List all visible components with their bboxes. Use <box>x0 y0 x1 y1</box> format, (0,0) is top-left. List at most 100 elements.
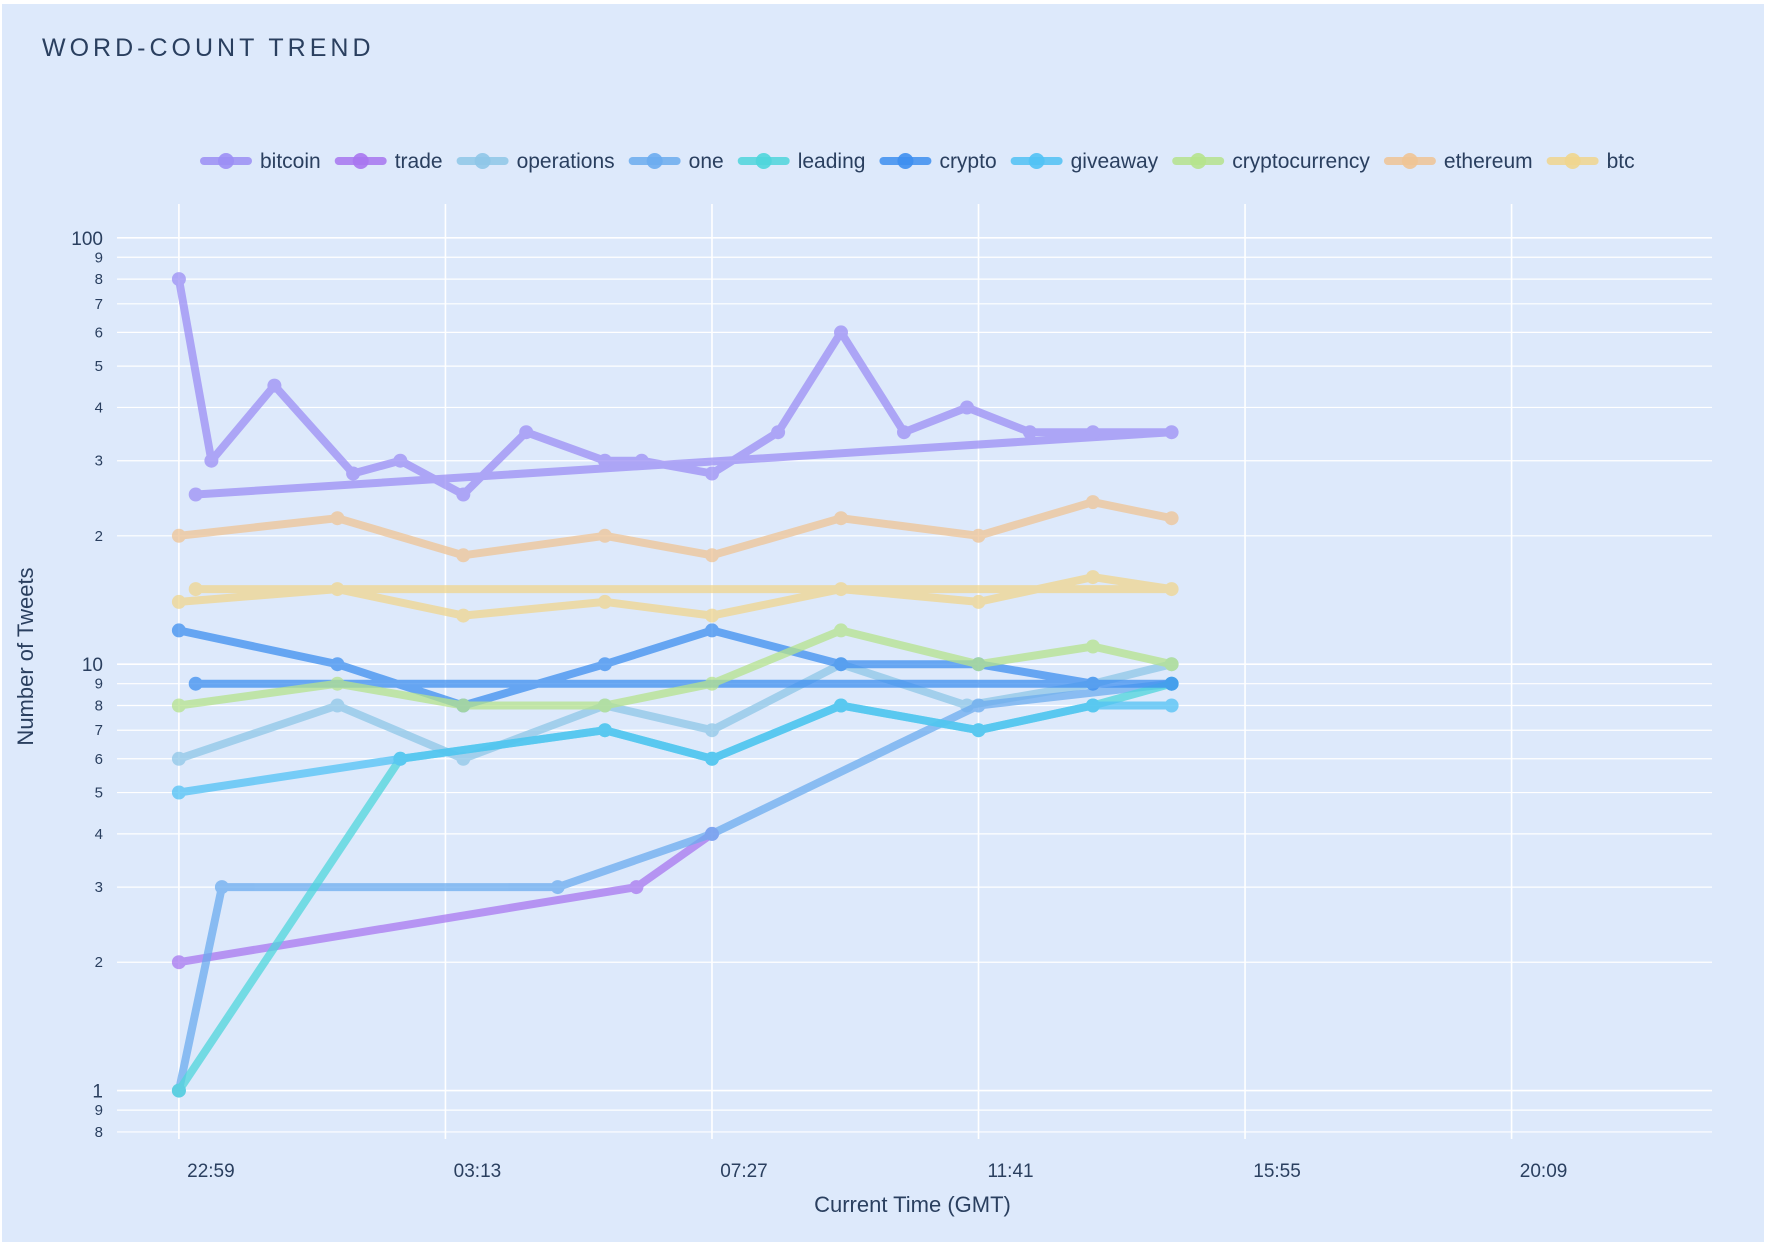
data-point-bitcoin[interactable] <box>834 325 848 340</box>
legend-item-bitcoin[interactable]: bitcoin <box>200 150 321 173</box>
legend[interactable]: bitcoin trade operations one leading crypto gi… <box>200 150 1635 173</box>
data-point-bitcoin[interactable] <box>393 453 408 468</box>
data-point-bitcoin[interactable] <box>1085 425 1100 440</box>
data-point-crypto[interactable] <box>1164 676 1179 691</box>
data-point-ethereum[interactable] <box>834 511 848 526</box>
data-point-giveaway[interactable] <box>971 723 986 738</box>
data-point-bitcoin[interactable] <box>204 453 219 468</box>
data-point-cryptocurrency[interactable] <box>834 623 848 638</box>
data-point-bitcoin[interactable] <box>597 453 612 468</box>
data-point-cryptocurrency[interactable] <box>1085 639 1100 654</box>
data-point-crypto[interactable] <box>834 657 848 672</box>
data-point-cryptocurrency[interactable] <box>171 698 186 713</box>
data-point-btc[interactable] <box>456 608 471 623</box>
data-point-trade[interactable] <box>171 955 186 970</box>
legend-item-ethereum[interactable]: ethereum <box>1383 150 1533 173</box>
data-point-btc[interactable] <box>188 582 203 597</box>
legend-item-operations[interactable]: operations <box>456 150 615 173</box>
data-point-giveaway[interactable] <box>171 785 186 800</box>
data-point-trade[interactable] <box>629 880 644 895</box>
data-point-cryptocurrency[interactable] <box>1164 657 1179 672</box>
x-axis-title: Current Time (GMT) <box>814 1192 1011 1217</box>
data-point-bitcoin[interactable] <box>634 453 649 468</box>
series-line-operations[interactable] <box>174 660 1176 763</box>
series-line-bitcoin[interactable] <box>174 275 1176 499</box>
y-tick-label-minor: 7 <box>95 296 103 313</box>
legend-item-crypto[interactable]: crypto <box>879 150 997 173</box>
data-point-btc[interactable] <box>171 594 186 609</box>
data-point-giveaway[interactable] <box>834 698 848 713</box>
data-point-btc[interactable] <box>834 582 848 597</box>
data-point-bitcoin[interactable] <box>188 487 203 502</box>
data-point-giveaway[interactable] <box>1085 698 1100 713</box>
data-point-cryptocurrency[interactable] <box>705 676 719 691</box>
data-point-bitcoin[interactable] <box>456 487 471 502</box>
data-point-bitcoin[interactable] <box>1022 425 1037 440</box>
series-crypto[interactable] <box>171 623 1179 713</box>
data-point-btc[interactable] <box>705 608 719 623</box>
data-point-leading[interactable] <box>171 1083 186 1098</box>
data-point-crypto[interactable] <box>330 657 345 672</box>
data-point-giveaway[interactable] <box>705 751 719 766</box>
series-line-one[interactable] <box>174 679 1176 1095</box>
series-ethereum[interactable] <box>171 495 1179 563</box>
data-point-ethereum[interactable] <box>1164 511 1179 526</box>
legend-item-cryptocurrency[interactable]: cryptocurrency <box>1172 150 1370 173</box>
data-point-bitcoin[interactable] <box>171 272 186 287</box>
data-point-bitcoin[interactable] <box>897 425 911 440</box>
legend-item-leading[interactable]: leading <box>737 150 866 173</box>
data-point-cryptocurrency[interactable] <box>456 698 471 713</box>
data-point-operations[interactable] <box>171 751 186 766</box>
data-point-bitcoin[interactable] <box>705 466 719 481</box>
data-point-giveaway[interactable] <box>393 751 408 766</box>
data-point-btc[interactable] <box>1164 582 1179 597</box>
series-bitcoin[interactable] <box>171 272 1179 502</box>
data-point-operations[interactable] <box>705 723 719 738</box>
data-point-btc[interactable] <box>330 582 345 597</box>
legend-item-trade[interactable]: trade <box>334 150 443 173</box>
data-point-one[interactable] <box>705 826 719 841</box>
data-point-one[interactable] <box>971 698 986 713</box>
series-line-crypto[interactable] <box>174 626 1176 710</box>
data-point-crypto[interactable] <box>171 623 186 638</box>
data-point-btc[interactable] <box>597 594 612 609</box>
data-point-ethereum[interactable] <box>597 528 612 543</box>
data-point-ethereum[interactable] <box>1085 495 1100 510</box>
series-cryptocurrency[interactable] <box>171 623 1179 713</box>
legend-item-giveaway[interactable]: giveaway <box>1010 150 1159 173</box>
series-giveaway[interactable] <box>171 698 1179 800</box>
legend-item-one[interactable]: one <box>628 150 724 173</box>
data-point-bitcoin[interactable] <box>267 378 282 393</box>
data-point-bitcoin[interactable] <box>346 466 361 481</box>
series-line-btc[interactable] <box>174 573 1176 620</box>
data-point-operations[interactable] <box>330 698 345 713</box>
data-point-crypto[interactable] <box>597 657 612 672</box>
data-point-operations[interactable] <box>456 751 471 766</box>
data-point-bitcoin[interactable] <box>960 400 974 415</box>
data-point-ethereum[interactable] <box>705 548 719 563</box>
data-point-crypto[interactable] <box>705 623 719 638</box>
data-point-ethereum[interactable] <box>171 528 186 543</box>
data-point-crypto[interactable] <box>188 676 203 691</box>
data-point-giveaway[interactable] <box>1164 698 1179 713</box>
data-point-one[interactable] <box>550 880 565 895</box>
data-point-crypto[interactable] <box>1085 676 1100 691</box>
data-point-ethereum[interactable] <box>456 548 471 563</box>
series-line-giveaway[interactable] <box>174 701 1176 797</box>
data-point-cryptocurrency[interactable] <box>971 657 986 672</box>
data-point-btc[interactable] <box>1085 570 1100 585</box>
data-point-one[interactable] <box>214 880 229 895</box>
data-point-bitcoin[interactable] <box>519 425 534 440</box>
data-point-bitcoin[interactable] <box>1164 425 1179 440</box>
legend-item-btc[interactable]: btc <box>1546 150 1635 173</box>
data-point-bitcoin[interactable] <box>771 425 786 440</box>
data-point-cryptocurrency[interactable] <box>330 676 345 691</box>
series-line-ethereum[interactable] <box>174 498 1176 560</box>
series-one[interactable] <box>171 676 1179 1098</box>
data-point-ethereum[interactable] <box>330 511 345 526</box>
series-btc[interactable] <box>171 570 1179 623</box>
data-point-btc[interactable] <box>971 594 986 609</box>
data-point-ethereum[interactable] <box>971 528 986 543</box>
data-point-cryptocurrency[interactable] <box>597 698 612 713</box>
data-point-giveaway[interactable] <box>597 723 612 738</box>
